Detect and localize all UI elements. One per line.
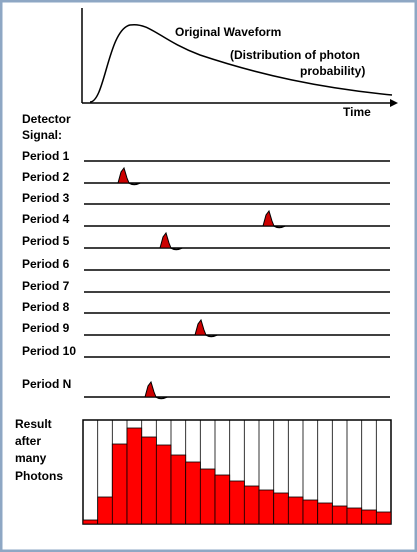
period-label: Period 8 [22,300,70,314]
result-label: many [15,451,47,465]
period-label: Period 7 [22,279,70,293]
axis-label: Time [343,105,371,119]
result-labels: Result after many Photons [15,417,63,483]
period-label: Period 2 [22,170,70,184]
histogram [82,419,392,525]
pulses [117,166,286,400]
period-label: Period 9 [22,321,70,335]
result-label: Result [15,417,52,431]
detector-label: Signal: [22,128,62,142]
period-label: Period 4 [22,212,70,226]
waveform-curve [89,23,393,103]
period-label: Period 3 [22,191,70,205]
waveform-note: (Distribution of photon [230,48,360,62]
period-label: Period 10 [22,344,76,358]
result-label: after [15,434,41,448]
detector-label: Detector [22,112,71,126]
period-label: Period 1 [22,149,70,163]
waveform-axes [81,8,398,107]
period-label: Period N [22,377,71,391]
period-label: Period 5 [22,234,70,248]
waveform-note: probability) [300,64,365,78]
periods: Period 1 Period 2 Period 3 Period 4 Period 5… [22,149,390,398]
result-label: Photons [15,469,63,483]
waveform-title: Original Waveform [175,25,281,39]
period-label: Period 6 [22,257,70,271]
